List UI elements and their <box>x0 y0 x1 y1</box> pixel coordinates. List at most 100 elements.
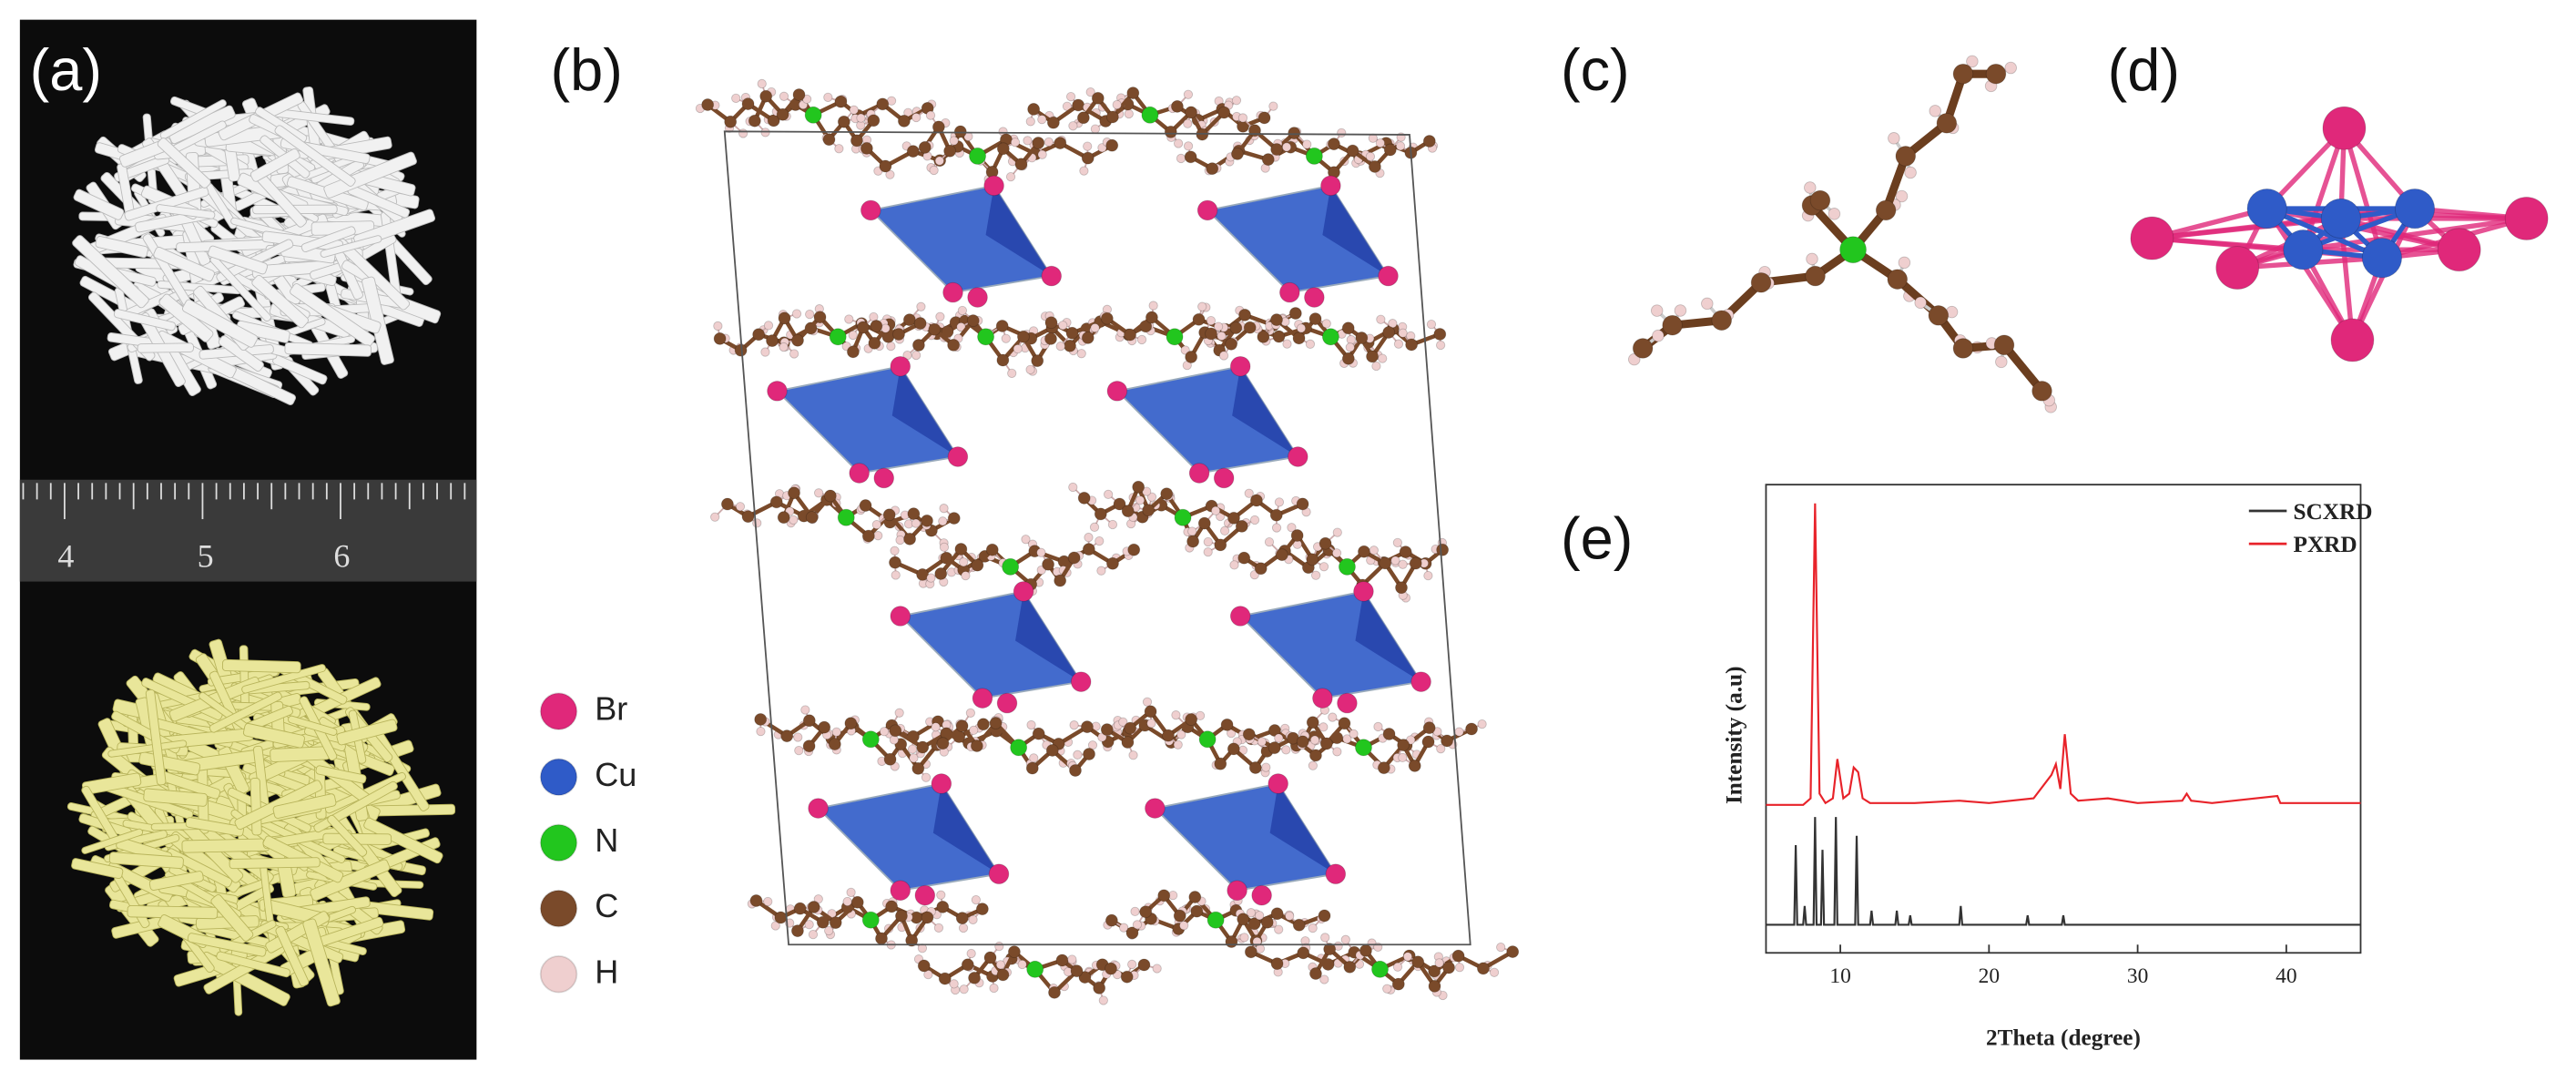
ruler-label: 5 <box>198 537 214 574</box>
atom <box>955 719 969 733</box>
atom <box>938 972 952 985</box>
crystal <box>72 235 149 309</box>
atom <box>1081 331 1095 344</box>
atom <box>1296 497 1309 511</box>
atom <box>1229 560 1239 570</box>
atom <box>969 147 987 165</box>
atom <box>752 518 762 528</box>
atom <box>791 309 802 319</box>
atom <box>1392 537 1403 548</box>
crystal <box>288 715 338 736</box>
atom <box>914 884 936 906</box>
atom <box>1203 536 1213 547</box>
crystal <box>367 803 456 817</box>
atom <box>966 948 976 959</box>
atom <box>1382 984 1392 994</box>
atom <box>713 331 727 345</box>
atom <box>1296 323 1307 333</box>
atom <box>1309 967 1322 980</box>
atom <box>1023 136 1033 146</box>
atom <box>1895 146 1917 167</box>
atom <box>1121 736 1135 750</box>
atom <box>889 735 900 745</box>
atom <box>906 145 920 158</box>
atom <box>779 342 789 352</box>
atom <box>989 983 999 994</box>
atom <box>931 773 952 794</box>
atom <box>1160 487 1174 501</box>
atom <box>828 738 841 751</box>
atom <box>1076 349 1086 359</box>
atom <box>2320 198 2361 240</box>
atom <box>1904 166 1917 179</box>
atom <box>1068 482 1078 493</box>
atom <box>1217 106 1231 119</box>
atom <box>911 339 925 352</box>
ruler-ticks <box>22 483 466 520</box>
atom <box>1227 880 1247 902</box>
atom <box>1306 553 1319 566</box>
legend-swatch <box>539 889 578 928</box>
atom <box>1130 906 1140 917</box>
atom <box>1257 330 1270 343</box>
atom <box>938 516 948 526</box>
atom <box>882 508 896 522</box>
atom <box>1274 924 1284 934</box>
atom <box>792 88 806 101</box>
atom <box>1270 143 1284 156</box>
atom <box>805 511 819 524</box>
atom <box>1966 55 1979 68</box>
atom <box>1274 733 1284 743</box>
atom <box>1025 364 1035 375</box>
atom <box>916 740 930 754</box>
atom <box>850 895 864 909</box>
atom <box>1426 320 1437 330</box>
atom <box>932 120 945 134</box>
atom <box>1302 139 1312 149</box>
atom <box>1382 326 1396 339</box>
atom <box>1366 350 1379 363</box>
bond <box>2302 216 2528 252</box>
atom <box>1281 142 1292 152</box>
atom <box>1125 926 1139 940</box>
atom <box>1076 111 1090 125</box>
atom <box>1017 959 1027 970</box>
atom <box>1127 543 1141 556</box>
atom <box>1454 963 1465 973</box>
atom <box>959 557 969 567</box>
atom <box>1423 570 1433 581</box>
atom <box>928 322 942 336</box>
atom <box>1454 727 1464 737</box>
atom <box>1254 911 1265 921</box>
atom <box>934 156 944 166</box>
atom <box>1219 525 1230 535</box>
atom <box>1312 688 1333 709</box>
atom <box>1142 486 1152 496</box>
atom <box>2246 189 2287 229</box>
atom <box>1433 327 1447 341</box>
atom <box>939 504 949 514</box>
crystal <box>157 138 211 189</box>
atom <box>942 281 963 303</box>
atom <box>1397 739 1410 752</box>
atom <box>1136 334 1147 345</box>
atom <box>1398 559 1408 569</box>
atom <box>1341 321 1355 335</box>
atom <box>1186 535 1200 548</box>
atom <box>1421 735 1435 749</box>
crystal <box>208 245 269 275</box>
atom <box>1428 979 1441 993</box>
atom <box>1310 570 1321 580</box>
atom <box>913 317 927 330</box>
atom <box>844 314 854 324</box>
atom <box>1342 734 1352 744</box>
atom <box>1476 962 1490 975</box>
atom <box>1809 189 1831 211</box>
legend-label: SCXRD <box>2294 499 2373 525</box>
atom <box>976 718 990 731</box>
atom <box>2322 106 2367 150</box>
atom <box>1090 124 1101 134</box>
atom <box>763 896 773 907</box>
atom <box>1242 728 1256 741</box>
atom <box>1146 492 1157 502</box>
